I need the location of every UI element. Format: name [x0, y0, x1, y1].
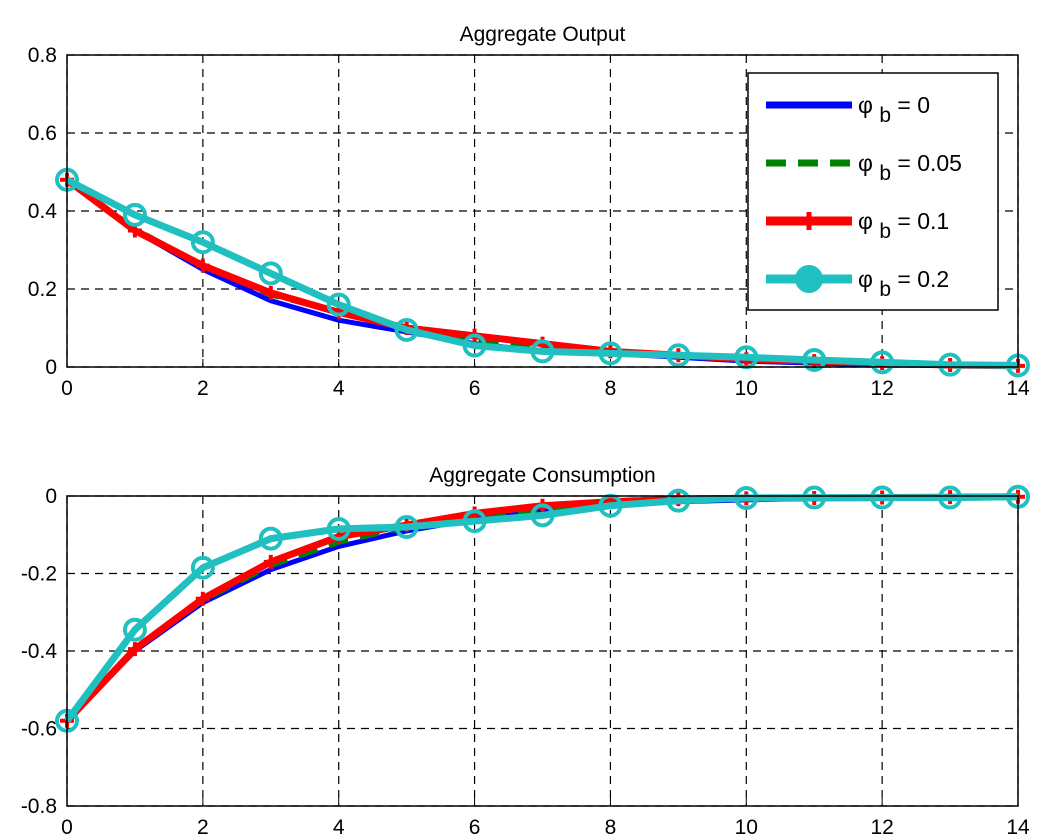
x-tick-label: 10	[735, 816, 758, 839]
legend-entry: φ b = 0.2	[766, 265, 949, 301]
data-point	[258, 526, 283, 551]
data-point	[938, 485, 963, 510]
y-tick-label: 0.2	[28, 278, 57, 301]
subplot-2: Aggregate Consumption 0 2 4 6 8 10 12 14 -0.8 -0.6…	[21, 464, 1030, 839]
data-point	[195, 591, 210, 606]
legend-label: φ b = 0.2	[858, 266, 949, 301]
data-point	[734, 485, 759, 510]
x-tick-label: 6	[469, 377, 481, 400]
data-point	[122, 617, 147, 642]
subplot-1: Aggregate Output 0 2 4 6 8 10 12 14 0 0.2 0.4 0.6 0.8…	[28, 23, 1030, 400]
y-tick-label: -0.2	[21, 563, 57, 586]
x-tick-label: 12	[870, 816, 893, 839]
legend-label: φ b = 0.1	[858, 208, 949, 243]
data-point	[258, 261, 283, 286]
data-point	[870, 350, 895, 375]
series-line	[64, 493, 1019, 723]
x-tick-label: 6	[469, 816, 481, 839]
legend-entry: φ b = 0.05	[766, 150, 962, 185]
data-point	[666, 343, 691, 368]
x-tick-label: 8	[605, 377, 617, 400]
legend-entry: φ b = 0.1	[766, 208, 949, 243]
data-point	[394, 317, 419, 342]
series-4	[55, 484, 1030, 733]
data-point	[190, 555, 215, 580]
series-line	[65, 176, 1019, 369]
data-point	[870, 485, 895, 510]
legend-label: φ b = 0.05	[858, 150, 962, 185]
legend: φ b = 0 φ b = 0.05 φ b = 0.1 φ b = 0.2	[747, 72, 999, 311]
data-point	[127, 642, 142, 657]
data-point	[263, 554, 278, 569]
data-point	[666, 488, 691, 513]
y-tick-label: 0.8	[28, 44, 57, 67]
data-point	[263, 285, 278, 300]
data-point	[802, 485, 827, 510]
x-tick-label: 8	[605, 816, 617, 839]
data-point	[530, 339, 555, 364]
y-tick-label: -0.6	[21, 718, 57, 741]
data-point	[326, 292, 351, 317]
y-tick-label: 0	[45, 485, 57, 508]
axes-frame	[66, 54, 1019, 368]
x-tick-label: 14	[1006, 377, 1030, 400]
data-point	[190, 230, 215, 255]
chart-title: Aggregate Output	[460, 23, 626, 46]
data-point	[938, 352, 963, 377]
y-tick-label: -0.8	[21, 795, 57, 818]
data-point	[462, 333, 487, 358]
legend-label: φ b = 0	[858, 92, 930, 127]
legend-marker	[795, 265, 823, 293]
x-tick-label: 10	[735, 377, 758, 400]
data-point	[802, 347, 827, 372]
axes-frame	[66, 495, 1019, 807]
x-tick-label: 0	[61, 377, 73, 400]
data-point	[394, 515, 419, 539]
y-tick-label: 0.6	[28, 122, 57, 145]
y-tick-label: 0	[45, 356, 57, 379]
legend-marker	[800, 212, 818, 230]
y-tick-label: 0.4	[28, 200, 58, 223]
data-point	[462, 509, 487, 534]
data-point	[122, 202, 147, 227]
data-point	[530, 503, 555, 528]
legend-box	[747, 72, 999, 311]
x-tick-label: 0	[61, 816, 73, 839]
x-tick-label: 2	[197, 816, 209, 839]
legend-entry: φ b = 0	[766, 92, 930, 127]
x-tick-label: 14	[1006, 816, 1030, 839]
data-point	[195, 258, 210, 273]
y-tick-label: -0.4	[21, 640, 58, 663]
x-tick-label: 2	[197, 377, 209, 400]
data-point	[598, 341, 623, 366]
x-tick-label: 4	[333, 816, 345, 839]
x-tick-label: 12	[870, 377, 893, 400]
data-point	[326, 516, 351, 541]
chart-title: Aggregate Consumption	[429, 464, 655, 487]
x-tick-label: 4	[333, 377, 345, 400]
